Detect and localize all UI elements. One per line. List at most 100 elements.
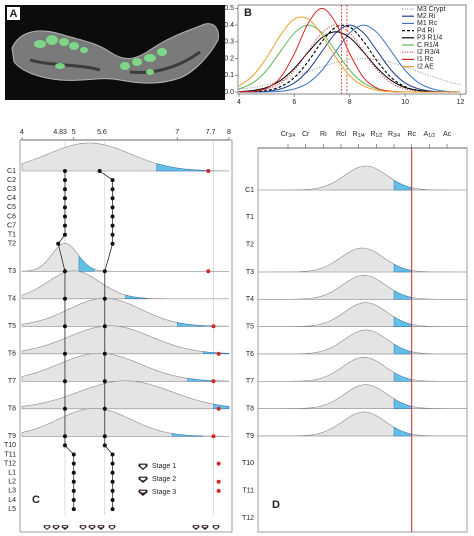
data-point xyxy=(211,324,216,329)
ridge xyxy=(258,247,467,273)
stage-icon-inner xyxy=(44,526,50,529)
row-label: C1 xyxy=(245,187,254,194)
legend-label: C R1/4 xyxy=(417,42,439,49)
row-label: L2 xyxy=(8,479,16,486)
data-point xyxy=(102,269,107,274)
data-point xyxy=(110,479,115,484)
row-label: L3 xyxy=(8,488,16,495)
data-point xyxy=(62,223,67,228)
series-line xyxy=(238,31,461,93)
data-point xyxy=(62,406,67,411)
stage-icon-inner xyxy=(89,526,95,529)
ridge xyxy=(21,297,230,327)
data-point xyxy=(62,379,67,384)
ridge-tail xyxy=(78,255,95,272)
data-point xyxy=(62,324,67,329)
data-point xyxy=(71,507,76,512)
data-point xyxy=(71,488,76,493)
ridge xyxy=(21,270,229,300)
ridge-tail xyxy=(393,426,412,437)
x-tick-label: 8 xyxy=(348,99,352,106)
panel-label: A xyxy=(10,8,18,20)
x-tick-label: 12 xyxy=(457,99,465,106)
ridge-tail xyxy=(187,378,214,382)
stage-icon xyxy=(43,525,51,530)
stage-icon-inner xyxy=(202,526,208,528)
data-point xyxy=(62,178,67,183)
x-tick-label: Cr3/4 xyxy=(281,131,296,139)
marker-tick-label: 7.7 xyxy=(206,129,216,136)
data-point xyxy=(110,241,115,246)
stage-icon xyxy=(79,525,87,530)
ridge xyxy=(21,407,230,437)
stage-icon xyxy=(212,525,220,530)
data-point xyxy=(102,324,107,329)
ct-image: A xyxy=(5,5,225,100)
data-point xyxy=(62,214,67,219)
data-point xyxy=(71,479,76,484)
stage-icon-inner xyxy=(109,526,115,529)
row-label: T9 xyxy=(246,433,254,440)
row-label: T4 xyxy=(246,296,254,303)
row-label: T9 xyxy=(8,433,16,440)
data-point xyxy=(110,223,115,228)
x-tick-label: 5 xyxy=(72,129,76,136)
row-label: T7 xyxy=(8,378,16,385)
row-label: C5 xyxy=(7,204,16,211)
row-label: T12 xyxy=(242,515,254,522)
x-tick-label: 4 xyxy=(20,129,24,136)
series-line xyxy=(238,24,461,93)
ridge xyxy=(21,142,230,172)
ridge xyxy=(258,165,467,191)
data-point xyxy=(71,498,76,502)
row-label: L4 xyxy=(8,497,16,504)
stage-icon xyxy=(138,463,148,470)
row-label: T5 xyxy=(246,323,254,330)
x-tick-label: 4 xyxy=(237,99,241,106)
panel-label: D xyxy=(272,499,280,511)
data-point xyxy=(62,169,67,173)
data-point xyxy=(206,269,211,274)
legend-label: M1 Rc xyxy=(417,20,438,27)
plot-area xyxy=(238,5,461,94)
legend-label: P4 Ri xyxy=(417,27,435,34)
row-label: C4 xyxy=(7,195,16,202)
data-point xyxy=(62,296,67,301)
stage-icon xyxy=(52,525,60,530)
series-line xyxy=(238,57,461,90)
ridge-tail xyxy=(156,163,209,172)
x-tick-label: Rc xyxy=(407,131,416,138)
data-point xyxy=(71,461,76,466)
stage-icon-inner xyxy=(213,526,219,529)
data-point xyxy=(102,296,107,301)
ridge-tail xyxy=(393,372,412,382)
data-point xyxy=(102,379,107,384)
data-point xyxy=(110,461,115,466)
x-tick-label: 8 xyxy=(227,129,231,136)
row-label: T10 xyxy=(242,460,254,467)
marker-tick-label: 5.6 xyxy=(97,129,107,136)
stage-icon xyxy=(201,525,209,530)
row-label: T10 xyxy=(4,442,16,449)
ridge-tail xyxy=(393,290,412,300)
stage-icon-inner xyxy=(53,526,59,529)
data-point xyxy=(216,461,221,466)
stage-icon-inner xyxy=(193,526,199,529)
ridge xyxy=(258,302,467,327)
stage-icon-inner xyxy=(98,526,104,528)
row-label: T5 xyxy=(8,323,16,330)
ridge-tail xyxy=(171,433,204,437)
ridge-tail xyxy=(125,294,147,299)
ridge xyxy=(21,243,229,272)
ridge-tail xyxy=(393,179,412,191)
ridge xyxy=(258,329,467,355)
x-tick-label: Cr xyxy=(302,131,310,138)
stage-label: Stage 2 xyxy=(152,476,176,483)
data-point xyxy=(211,434,216,439)
y-tick-label: 0.4 xyxy=(224,22,234,29)
data-point xyxy=(62,205,67,210)
data-point xyxy=(216,479,221,484)
ridge xyxy=(258,357,467,382)
legend-label: I2 R3/4 xyxy=(417,49,440,56)
